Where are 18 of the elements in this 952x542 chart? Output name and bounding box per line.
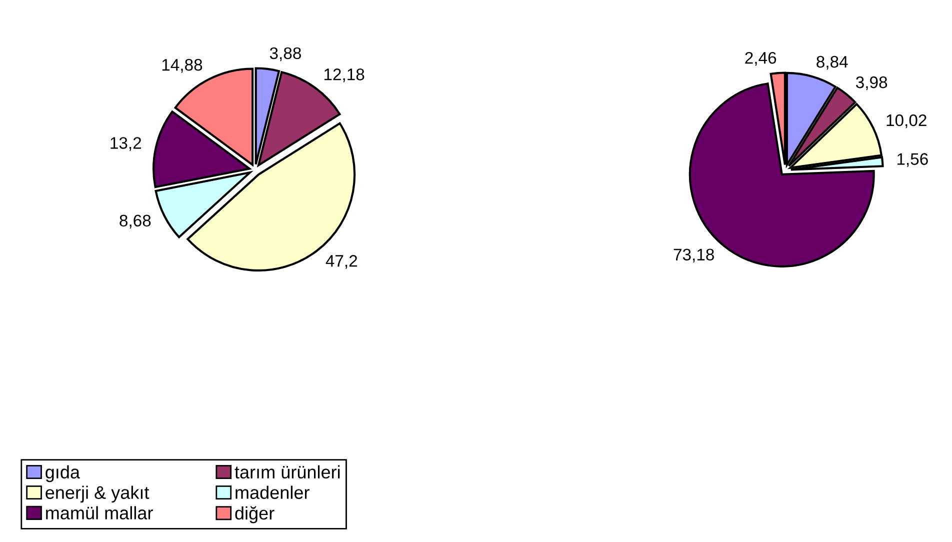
data-label: 2,46 <box>745 52 776 66</box>
legend-label: gıda <box>46 465 80 482</box>
data-label: 8,84 <box>816 56 848 70</box>
data-label: 3,88 <box>270 47 301 62</box>
data-label: 14,88 <box>162 58 202 73</box>
data-label: 13,2 <box>110 137 142 151</box>
data-label: 1,56 <box>897 153 928 167</box>
legend-label: madenler <box>236 486 310 499</box>
legend-label: enerji & yakıt <box>46 486 150 503</box>
data-label: 47,2 <box>326 255 358 269</box>
legend-label: diğer <box>235 506 274 524</box>
data-label: 73,18 <box>674 248 714 262</box>
data-label: 10,02 <box>886 114 926 128</box>
data-label: 3,98 <box>856 76 888 90</box>
data-label: 12,18 <box>324 68 364 82</box>
data-label: 8,68 <box>120 214 151 229</box>
legend-label: mamül mallar <box>46 506 153 520</box>
legend-label: tarım ürünleri <box>234 465 340 479</box>
